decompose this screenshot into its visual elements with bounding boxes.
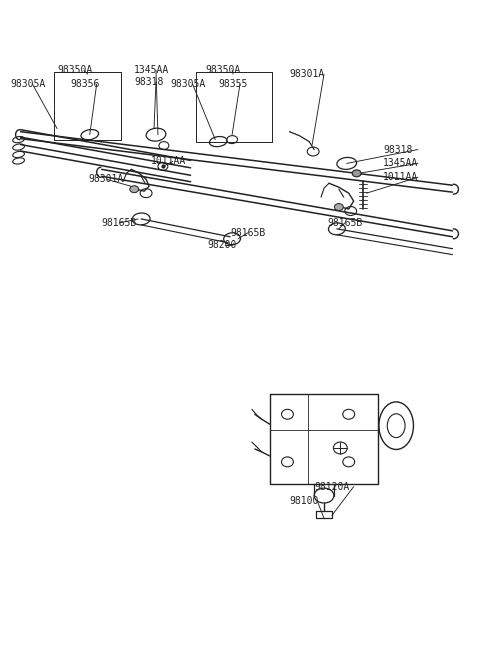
Text: 98301A: 98301A	[89, 174, 124, 184]
Ellipse shape	[130, 186, 139, 193]
Text: 98100: 98100	[289, 495, 319, 505]
Text: 98318: 98318	[134, 77, 164, 87]
Text: 1345AA: 1345AA	[134, 65, 169, 75]
Text: 1345AA: 1345AA	[384, 158, 419, 168]
Text: 98165B: 98165B	[102, 218, 137, 228]
Text: 98350A: 98350A	[57, 65, 92, 75]
Text: 98350A: 98350A	[205, 65, 240, 75]
Text: 98356: 98356	[70, 79, 99, 89]
Text: 98301A: 98301A	[289, 69, 324, 79]
Ellipse shape	[352, 170, 361, 177]
Text: 1011AA: 1011AA	[151, 156, 186, 166]
Text: 98165B: 98165B	[327, 218, 362, 228]
Text: 98318: 98318	[384, 145, 413, 154]
Text: 98120A: 98120A	[314, 482, 349, 491]
Text: 98165B: 98165B	[230, 228, 265, 238]
Text: 98355: 98355	[218, 79, 248, 89]
Text: 98200: 98200	[207, 240, 237, 250]
Text: 98305A: 98305A	[11, 79, 46, 89]
Text: 1011AA: 1011AA	[384, 172, 419, 182]
Ellipse shape	[335, 204, 343, 210]
Text: 98305A: 98305A	[171, 79, 206, 89]
